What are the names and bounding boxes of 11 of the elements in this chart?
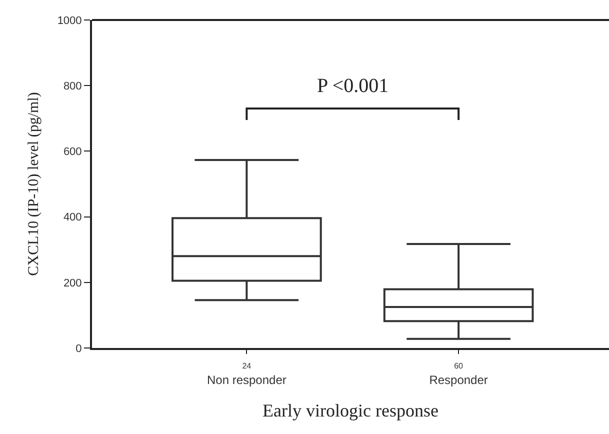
y-tick-label: 200: [63, 277, 82, 290]
x-axis-title: Early virologic response: [262, 400, 438, 421]
x-tick-label: 24 Non responder: [206, 361, 286, 387]
y-tick-label: 800: [63, 80, 82, 92]
annotation: P <0.001: [317, 75, 389, 97]
y-tick-label: 400: [63, 212, 82, 224]
y-tick-label: 600: [63, 146, 82, 158]
y-tick-label: 1000: [57, 14, 82, 27]
x-tick-label: 60 Responder: [429, 361, 488, 387]
y-tick-label: 0: [76, 342, 82, 355]
y-axis-title: CXCL10 (IP-10) level (pg/ml): [26, 92, 42, 276]
